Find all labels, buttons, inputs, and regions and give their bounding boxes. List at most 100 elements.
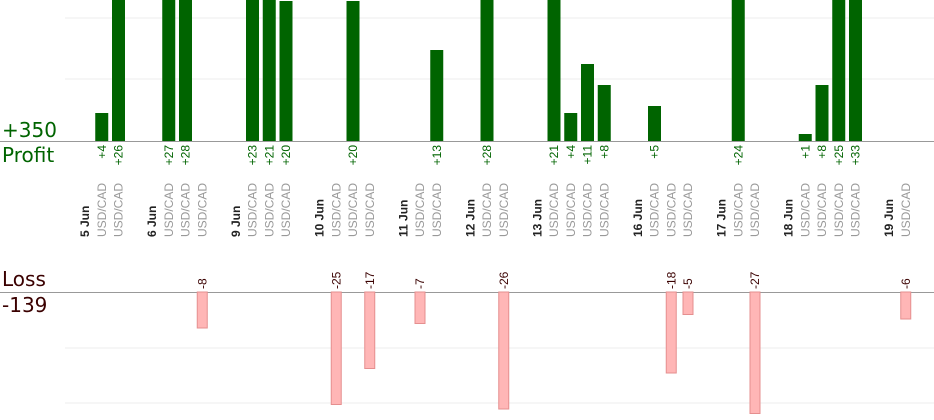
profit-bar	[648, 106, 661, 141]
instrument-label: USD/CAD	[246, 183, 260, 237]
profit-label: Profit	[2, 143, 55, 167]
profit-value-label: +28	[179, 145, 193, 166]
profit-bar	[246, 0, 259, 141]
profit-value-label: +24	[731, 145, 745, 166]
profit-value-label: +28	[480, 145, 494, 166]
loss-bar	[330, 291, 342, 405]
profit-value-label: +20	[279, 145, 293, 166]
profit-bar	[346, 1, 360, 141]
profit-value-label: +25	[832, 145, 846, 166]
instrument-label: USD/CAD	[564, 183, 578, 237]
instrument-label: USD/CAD	[179, 183, 193, 237]
loss-value-label: -25	[329, 271, 343, 289]
profit-value-label: +8	[597, 145, 611, 159]
loss-bar	[414, 291, 426, 324]
date-label: 12 Jun	[463, 199, 477, 237]
loss-bar	[682, 291, 694, 315]
profit-bar	[731, 0, 745, 141]
profit-bar	[832, 0, 846, 141]
date-label: 16 Jun	[631, 199, 645, 237]
profit-value-label: +4	[95, 145, 109, 159]
instrument-label: USD/CAD	[262, 183, 276, 237]
profit-total: +350	[2, 118, 57, 142]
profit-bar	[480, 0, 494, 141]
profit-bar	[95, 113, 109, 141]
loss-bar	[196, 291, 208, 329]
loss-bar	[665, 291, 677, 374]
profit-value-label: +5	[648, 145, 662, 159]
loss-value-label: -17	[363, 271, 377, 289]
loss-value-label: -18	[664, 271, 678, 289]
instrument-label: USD/CAD	[195, 183, 209, 237]
profit-value-label: +23	[246, 145, 260, 166]
profit-value-label: +21	[547, 145, 561, 166]
loss-value-label: -26	[497, 271, 511, 289]
profit-value-label: +13	[430, 145, 444, 166]
instrument-label: USD/CAD	[95, 183, 109, 237]
instrument-label: USD/CAD	[832, 183, 846, 237]
profit-bar	[564, 113, 578, 141]
instrument-label: USD/CAD	[681, 183, 695, 237]
profit-bar	[179, 0, 192, 141]
profit-bar	[547, 0, 561, 141]
profit-bar	[162, 0, 176, 141]
loss-bar	[749, 291, 761, 414]
profit-value-label: +1	[798, 145, 812, 159]
profit-bar	[849, 0, 862, 141]
loss-total: -139	[2, 293, 48, 317]
loss-value-label: -27	[748, 271, 762, 289]
instrument-label: USD/CAD	[899, 183, 913, 237]
instrument-label: USD/CAD	[497, 183, 511, 237]
profit-value-label: +4	[564, 145, 578, 159]
loss-value-label: -6	[899, 278, 913, 289]
profit-bar	[581, 64, 594, 141]
profit-value-label: +26	[112, 145, 126, 166]
instrument-label: USD/CAD	[731, 183, 745, 237]
date-label: 9 Jun	[229, 206, 243, 237]
instrument-label: USD/CAD	[329, 183, 343, 237]
date-label: 10 Jun	[313, 199, 327, 237]
date-label: 18 Jun	[782, 199, 796, 237]
profit-value-label: +33	[849, 145, 863, 166]
date-label: 5 Jun	[78, 206, 92, 237]
instrument-label: USD/CAD	[597, 183, 611, 237]
profit-bar	[597, 85, 611, 141]
instrument-label: USD/CAD	[748, 183, 762, 237]
instrument-label: USD/CAD	[363, 183, 377, 237]
instrument-label: USD/CAD	[279, 183, 293, 237]
profit-value-label: +20	[346, 145, 360, 166]
date-label: 13 Jun	[530, 199, 544, 237]
loss-bar	[900, 291, 912, 320]
date-label: 11 Jun	[396, 200, 410, 237]
instrument-label: USD/CAD	[798, 183, 812, 237]
instrument-label: USD/CAD	[815, 183, 829, 237]
instrument-label: USD/CAD	[480, 183, 494, 237]
date-label: 17 Jun	[715, 199, 729, 237]
date-label: 19 Jun	[882, 199, 896, 237]
loss-value-label: -5	[681, 278, 695, 289]
profit-bar	[279, 1, 293, 141]
instrument-label: USD/CAD	[112, 183, 126, 237]
profit-value-label: +8	[815, 145, 829, 159]
loss-value-label: -7	[413, 278, 427, 289]
loss-value-label: -8	[195, 278, 209, 289]
profit-bar	[262, 0, 276, 141]
instrument-label: USD/CAD	[346, 183, 360, 237]
instrument-label: USD/CAD	[547, 183, 561, 237]
profit-bar	[112, 0, 125, 141]
profit-bar	[815, 85, 829, 141]
profit-bar	[430, 50, 444, 141]
loss-label: Loss	[2, 267, 46, 291]
profit-value-label: +27	[162, 145, 176, 166]
instrument-label: USD/CAD	[413, 183, 427, 237]
profit-bar	[798, 134, 812, 141]
instrument-label: USD/CAD	[430, 183, 444, 237]
profit-value-label: +21	[262, 145, 276, 166]
profit-value-label: +11	[581, 145, 595, 165]
instrument-label: USD/CAD	[664, 183, 678, 237]
loss-bar	[364, 291, 376, 369]
date-label: 6 Jun	[145, 206, 159, 237]
loss-bar	[498, 291, 510, 410]
instrument-label: USD/CAD	[162, 183, 176, 237]
